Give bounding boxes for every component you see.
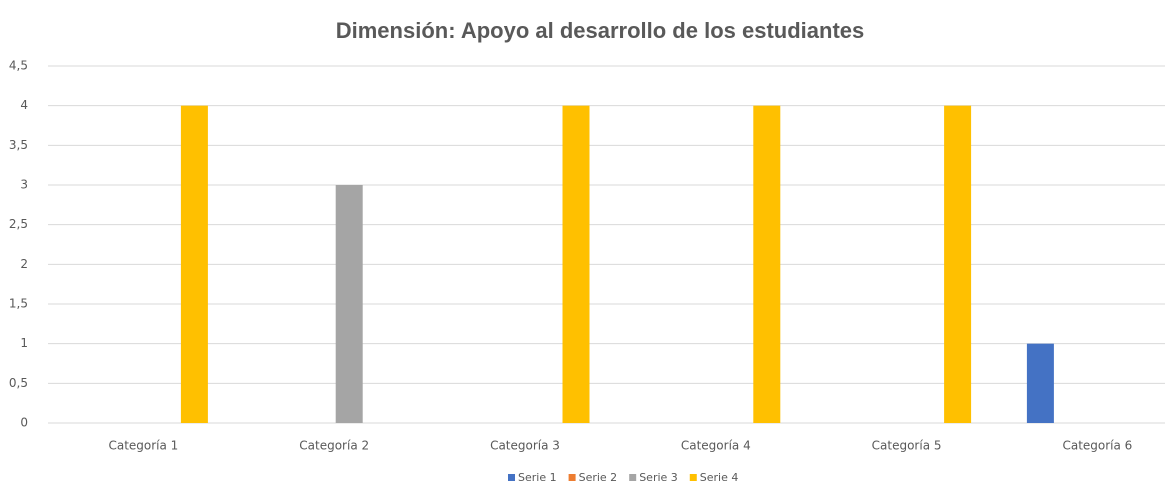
bar	[335, 185, 363, 423]
x-tick-label: Categoría 6	[1062, 439, 1132, 453]
bar	[944, 105, 972, 424]
x-tick-label: Categoría 1	[108, 439, 178, 453]
x-tick-label: Categoría 4	[681, 439, 751, 453]
chart-title: Dimensión: Apoyo al desarrollo de los es…	[336, 18, 865, 43]
legend-swatch	[689, 474, 697, 481]
legend-swatch	[629, 474, 637, 481]
legend-label: Serie 1	[518, 471, 557, 484]
legend-label: Serie 4	[700, 471, 739, 484]
bar	[562, 105, 590, 424]
y-tick-label: 3,5	[9, 138, 28, 152]
y-tick-label: 0,5	[9, 376, 28, 390]
legend-label: Serie 3	[639, 471, 678, 484]
bar	[180, 105, 208, 424]
y-tick-label: 1,5	[9, 297, 28, 311]
x-tick-label: Categoría 3	[490, 439, 560, 453]
y-tick-label: 2,5	[9, 217, 28, 231]
y-tick-label: 3	[20, 178, 28, 192]
x-tick-label: Categoría 2	[299, 439, 369, 453]
x-tick-label: Categoría 5	[872, 439, 942, 453]
legend-swatch	[568, 474, 576, 481]
legend-label: Serie 2	[579, 471, 618, 484]
y-tick-label: 1	[20, 336, 28, 350]
y-tick-label: 2	[20, 257, 28, 271]
legend-swatch	[508, 474, 515, 481]
bar	[753, 105, 781, 424]
y-tick-label: 4	[20, 98, 28, 112]
y-tick-label: 0	[20, 416, 28, 430]
y-tick-label: 4,5	[9, 59, 28, 73]
bar	[1026, 343, 1054, 423]
